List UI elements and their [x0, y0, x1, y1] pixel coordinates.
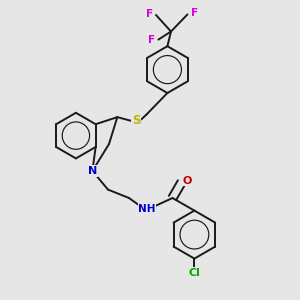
- Text: O: O: [183, 176, 192, 186]
- Text: N: N: [88, 166, 97, 176]
- Text: S: S: [132, 114, 140, 128]
- Text: F: F: [146, 9, 153, 19]
- Text: F: F: [148, 35, 155, 45]
- Text: Cl: Cl: [188, 268, 200, 278]
- Text: F: F: [190, 8, 198, 18]
- Text: NH: NH: [138, 203, 156, 214]
